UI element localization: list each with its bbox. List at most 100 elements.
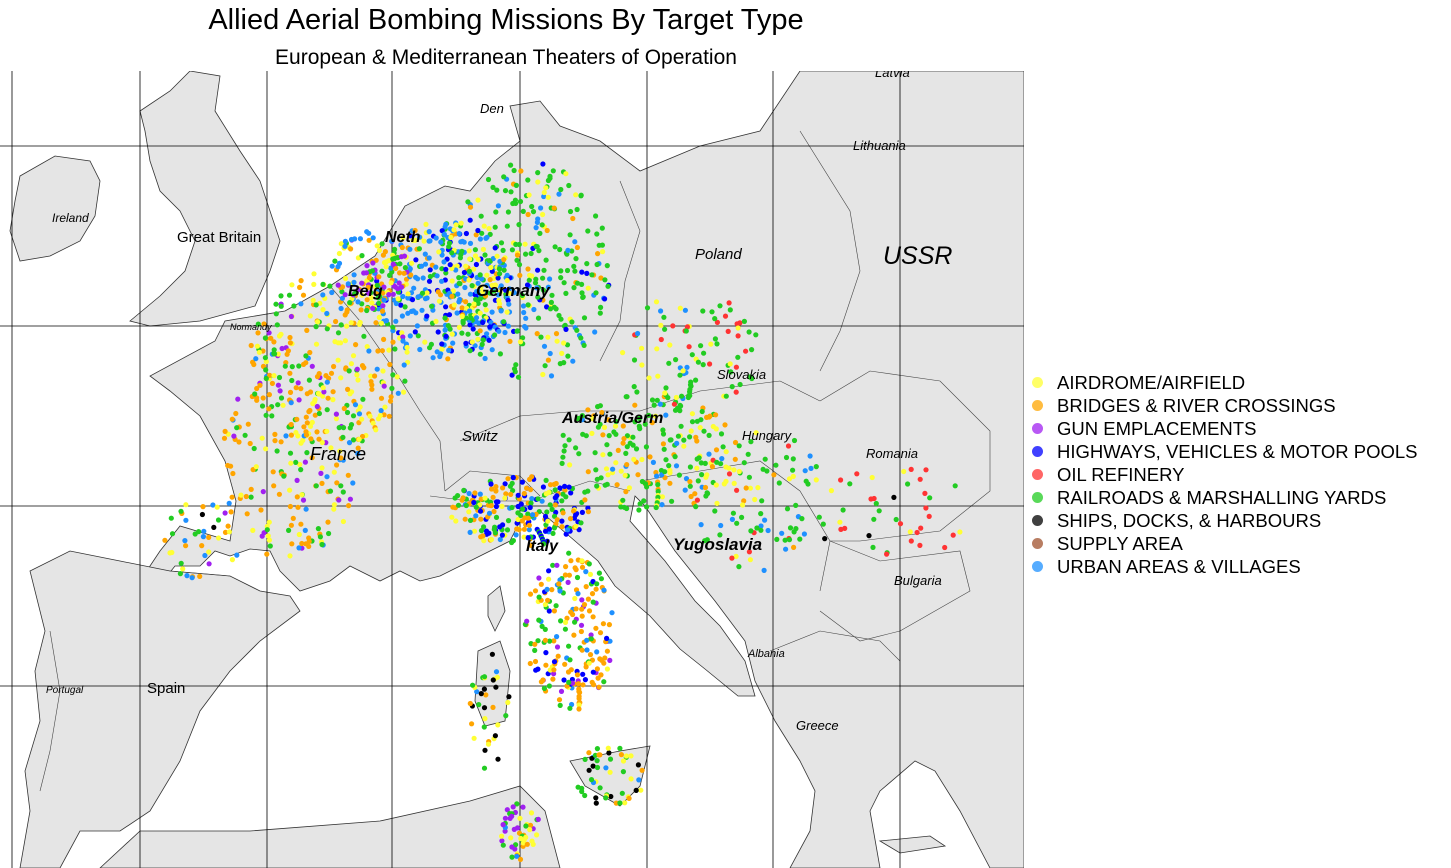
mission-dot <box>663 412 669 418</box>
mission-dot <box>569 319 575 325</box>
mission-dot <box>303 353 309 359</box>
mission-dot <box>698 343 704 349</box>
mission-dot <box>765 527 771 534</box>
mission-dot <box>535 170 541 176</box>
mission-dot <box>443 221 449 227</box>
mission-dot <box>628 776 634 782</box>
mission-dot <box>260 395 266 401</box>
mission-dot <box>351 272 357 278</box>
mission-dot <box>294 416 300 422</box>
mission-dot <box>550 168 556 174</box>
mission-dot <box>490 494 496 500</box>
mission-dot <box>315 319 321 325</box>
mission-dot <box>897 521 904 527</box>
mission-dot <box>206 561 212 567</box>
mission-dot <box>281 473 287 479</box>
mission-dot <box>235 396 241 402</box>
border-germany-poland <box>599 180 641 362</box>
mission-dot <box>477 296 483 302</box>
mission-dot <box>477 491 483 497</box>
label-ussr: USSR <box>883 242 952 270</box>
mission-dot <box>375 348 381 354</box>
mission-dot <box>359 416 365 422</box>
mission-dot <box>266 406 272 412</box>
mission-dot <box>950 532 956 538</box>
mission-dot <box>602 655 608 661</box>
mission-dot <box>573 523 579 529</box>
mission-dot <box>346 368 352 374</box>
mission-dot <box>530 209 537 215</box>
mission-dot <box>682 487 688 493</box>
mission-dot <box>251 361 257 368</box>
mission-dot <box>554 338 560 344</box>
mission-dot <box>222 529 229 535</box>
mission-dot <box>602 296 608 302</box>
mission-dot <box>463 502 469 509</box>
mission-dot <box>566 437 572 443</box>
label-poland: Poland <box>695 246 742 263</box>
mission-dot <box>532 647 538 654</box>
mission-dot <box>653 504 659 511</box>
mission-dot <box>340 425 347 431</box>
mission-dot <box>573 512 579 518</box>
mission-dot <box>707 413 713 419</box>
mission-dot <box>340 489 346 495</box>
mission-dot <box>530 512 536 518</box>
mission-dot <box>583 584 589 590</box>
mission-dot <box>527 660 533 667</box>
mission-dot <box>521 534 527 540</box>
mission-dot <box>493 488 499 494</box>
mission-dot <box>543 185 549 191</box>
mission-dot <box>481 524 487 530</box>
mission-dot <box>287 450 294 456</box>
mission-dot <box>908 538 914 544</box>
mission-dot <box>700 362 706 368</box>
mission-dot <box>570 215 576 222</box>
mission-dot <box>369 268 375 274</box>
mission-dot <box>908 466 914 472</box>
mission-dot <box>266 519 272 525</box>
legend-label: RAILROADS & MARSHALLING YARDS <box>1057 486 1387 508</box>
mission-dot <box>375 416 382 422</box>
mission-dot <box>272 351 278 357</box>
mission-dot <box>270 469 276 475</box>
mission-dot <box>668 437 674 443</box>
mission-dot <box>296 397 302 403</box>
mission-dot <box>287 334 293 341</box>
mission-dot <box>580 431 586 437</box>
mission-dot <box>538 679 545 685</box>
mission-dot <box>501 257 507 263</box>
mission-dot <box>324 407 330 413</box>
mission-dot <box>547 173 553 179</box>
mission-dot <box>473 261 479 268</box>
mission-dot <box>275 402 281 408</box>
mission-dot <box>401 389 407 395</box>
mission-dot <box>876 508 882 514</box>
mission-dot <box>535 666 541 672</box>
mission-dot <box>511 167 517 174</box>
mission-dot <box>289 377 295 384</box>
mission-dot <box>287 340 293 346</box>
mission-dot <box>689 352 695 358</box>
mission-dot <box>475 256 481 262</box>
mission-dot <box>359 363 366 369</box>
mission-dot <box>687 483 693 489</box>
mission-dot <box>463 340 469 346</box>
mission-dot <box>478 284 484 290</box>
mission-dot <box>507 483 513 489</box>
mission-dot <box>450 288 456 294</box>
mission-dot <box>293 459 299 465</box>
mission-dot <box>581 315 588 321</box>
mission-dot <box>680 368 686 374</box>
mission-dot <box>687 464 694 470</box>
mission-dot <box>571 285 577 291</box>
mission-dot <box>726 465 732 471</box>
mission-dot <box>402 304 408 310</box>
mission-dot <box>698 460 704 466</box>
mission-dot <box>457 296 463 303</box>
mission-dot <box>658 322 664 328</box>
mission-dot <box>639 345 645 351</box>
mission-dot <box>584 270 590 276</box>
mission-dot <box>233 410 239 417</box>
mission-dot <box>415 333 421 339</box>
